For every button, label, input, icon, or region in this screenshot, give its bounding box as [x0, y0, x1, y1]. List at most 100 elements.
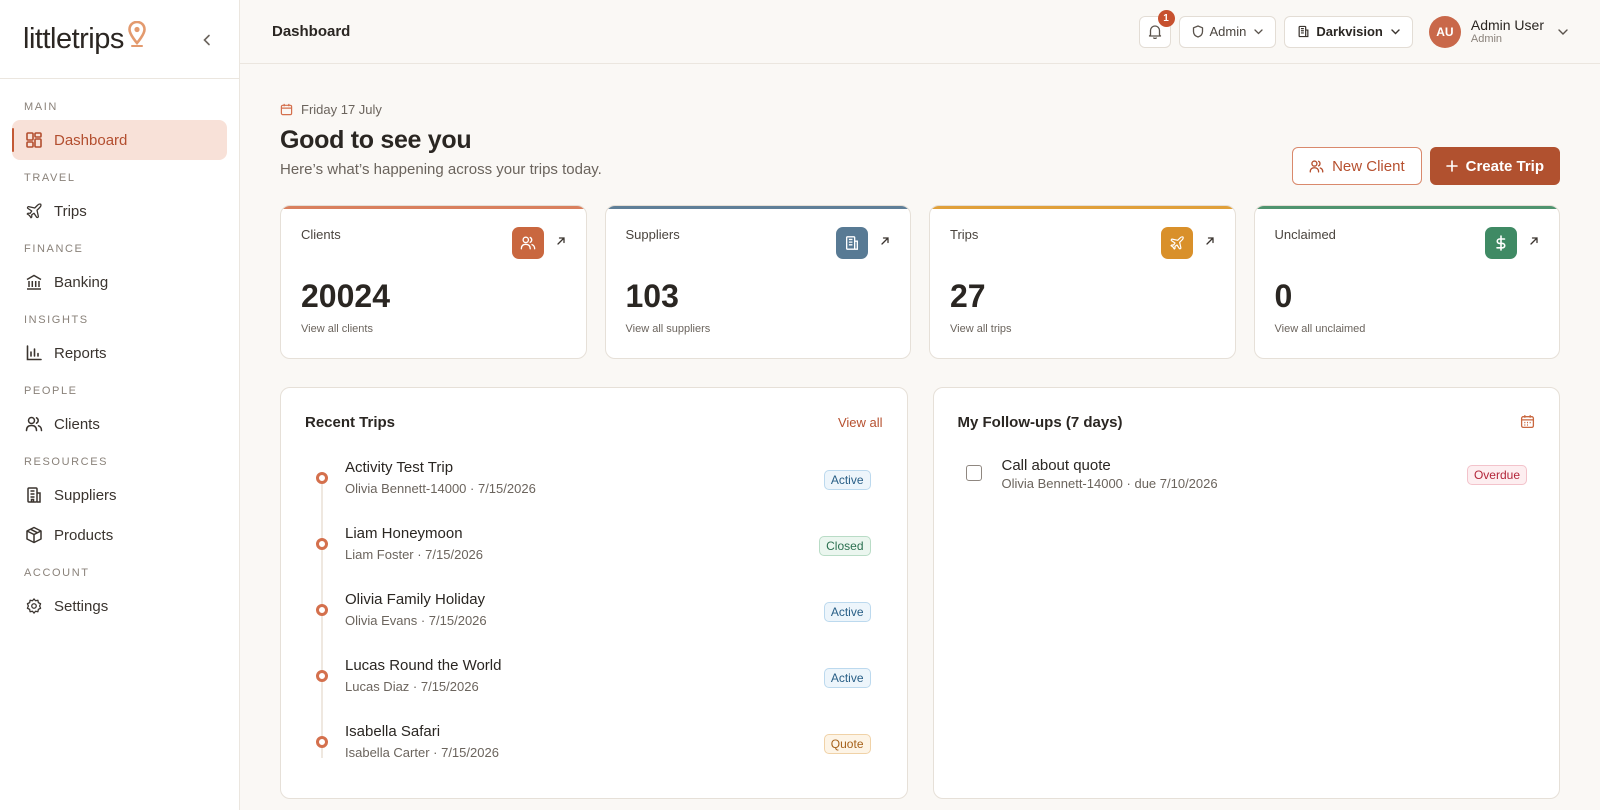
- trip-list-item[interactable]: Lucas Round the World Lucas Diaz · 7/15/…: [305, 656, 871, 722]
- status-badge: Active: [823, 602, 871, 622]
- status-badge: Overdue: [1466, 465, 1527, 485]
- trip-list-item[interactable]: Liam Honeymoon Liam Foster · 7/15/2026 C…: [305, 524, 871, 590]
- sidebar-item-dashboard[interactable]: Dashboard: [12, 120, 227, 160]
- stat-link[interactable]: View all unclaimed: [1274, 323, 1366, 335]
- stat-card-unclaimed[interactable]: Unclaimed 0 View all unclaimed: [1253, 205, 1560, 359]
- bank-icon: [25, 273, 43, 291]
- followup-item[interactable]: Call about quote Olivia Bennett-14000 · …: [965, 457, 1527, 497]
- location-pin-icon: [128, 20, 146, 52]
- sidebar-item-reports[interactable]: Reports: [12, 333, 227, 373]
- user-name: Admin User: [1470, 17, 1544, 34]
- dollar-icon: [1485, 227, 1517, 259]
- stat-link[interactable]: View all trips: [950, 323, 1012, 335]
- sidebar-item-suppliers[interactable]: Suppliers: [12, 475, 227, 515]
- trip-name: Liam Honeymoon: [345, 525, 463, 542]
- plus-icon: [1445, 160, 1458, 172]
- role-selector[interactable]: Admin: [1178, 15, 1277, 48]
- recent-trips-panel: Recent Trips View all Activity Test Trip…: [280, 387, 908, 799]
- trip-timeline: Activity Test Trip Olivia Bennett-14000 …: [305, 458, 871, 788]
- nav-section-label: RESOURCES: [24, 456, 109, 468]
- new-client-button[interactable]: New Client: [1292, 147, 1422, 185]
- nav-section-label: PEOPLE: [24, 385, 78, 397]
- card-accent-line: [281, 206, 586, 209]
- panel-title: Recent Trips: [305, 414, 396, 431]
- date-row: Friday 17 July: [280, 102, 1560, 117]
- chevron-down-icon: [1558, 28, 1568, 35]
- timeline-dot: [316, 604, 328, 616]
- stat-value: 0: [1274, 278, 1293, 314]
- followup-title: Call about quote: [1001, 457, 1111, 474]
- page-actions: New Client Create Trip: [1292, 147, 1560, 185]
- create-trip-button[interactable]: Create Trip: [1429, 147, 1560, 185]
- building-icon: [836, 227, 868, 259]
- stat-link[interactable]: View all clients: [301, 323, 373, 335]
- stat-card-suppliers[interactable]: Suppliers 103 View all suppliers: [604, 205, 911, 359]
- trip-list-item[interactable]: Olivia Family Holiday Olivia Evans · 7/1…: [305, 590, 871, 656]
- stat-label: Clients: [301, 227, 341, 242]
- building-icon: [25, 486, 43, 504]
- sidebar-item-clients[interactable]: Clients: [12, 404, 227, 444]
- organization-selector[interactable]: Darkvision: [1284, 15, 1413, 48]
- gear-icon: [25, 597, 43, 615]
- stat-card-clients[interactable]: Clients 20024 View all clients: [280, 205, 587, 359]
- sidebar-item-products[interactable]: Products: [12, 515, 227, 555]
- collapse-sidebar-button[interactable]: [197, 30, 217, 50]
- nav-section-people: PEOPLE Clients: [0, 385, 239, 444]
- stat-link[interactable]: View all suppliers: [625, 323, 711, 335]
- stat-label: Trips: [950, 227, 979, 242]
- sidebar-item-trips[interactable]: Trips: [12, 191, 227, 231]
- user-menu[interactable]: AU Admin User Admin: [1428, 15, 1568, 48]
- stat-label: Unclaimed: [1274, 227, 1336, 242]
- calendar-icon[interactable]: [1520, 414, 1535, 429]
- greeting-heading: Good to see you: [280, 126, 472, 154]
- new-client-label: New Client: [1332, 157, 1405, 175]
- nav-section-finance: FINANCE Banking: [0, 243, 239, 302]
- nav-section-main: MAIN Dashboard: [0, 101, 239, 160]
- shield-icon: [1192, 25, 1204, 38]
- notifications-button[interactable]: 1: [1138, 9, 1175, 48]
- timeline-dot: [316, 472, 328, 484]
- status-badge: Closed: [819, 536, 871, 556]
- trip-list-item[interactable]: Activity Test Trip Olivia Bennett-14000 …: [305, 458, 871, 524]
- sidebar-item-label: Products: [54, 526, 114, 544]
- arrow-up-right-icon[interactable]: [1205, 236, 1215, 246]
- users-icon: [1309, 159, 1324, 174]
- calendar-icon: [280, 103, 293, 116]
- status-badge: Active: [823, 470, 871, 490]
- trip-name: Isabella Safari: [345, 723, 441, 740]
- timeline-dot: [316, 538, 328, 550]
- page-title: Dashboard: [272, 23, 351, 40]
- nav-section-insights: INSIGHTS Reports: [0, 314, 239, 373]
- status-badge: Quote: [823, 734, 871, 754]
- chevron-left-icon: [203, 34, 210, 46]
- trip-list-item[interactable]: Isabella Safari Isabella Carter · 7/15/2…: [305, 722, 871, 788]
- stat-card-trips[interactable]: Trips 27 View all trips: [929, 205, 1236, 359]
- sidebar-item-settings[interactable]: Settings: [12, 586, 227, 626]
- arrow-up-right-icon[interactable]: [880, 236, 890, 246]
- nav-section-label: INSIGHTS: [24, 314, 89, 326]
- nav-section-label: FINANCE: [24, 243, 84, 255]
- main-content: Friday 17 July Good to see you Here’s wh…: [280, 64, 1560, 799]
- sidebar-nav: MAIN Dashboard TRAVEL Trips FINANCE: [0, 79, 239, 626]
- sidebar-item-banking[interactable]: Banking: [12, 262, 227, 302]
- trip-meta: Olivia Bennett-14000 · 7/15/2026: [345, 481, 536, 496]
- trip-meta: Lucas Diaz · 7/15/2026: [345, 679, 479, 694]
- building-icon: [1297, 25, 1310, 38]
- nav-section-label: ACCOUNT: [24, 567, 90, 579]
- brand-logo-text[interactable]: littletrips: [23, 22, 124, 55]
- sidebar-item-label: Dashboard: [54, 131, 128, 149]
- view-all-trips-link[interactable]: View all: [837, 415, 883, 430]
- timeline-dot: [316, 736, 328, 748]
- card-accent-line: [605, 206, 910, 209]
- role-selector-label: Admin: [1209, 24, 1247, 39]
- arrow-up-right-icon[interactable]: [1529, 236, 1539, 246]
- followup-checkbox[interactable]: [965, 465, 982, 481]
- arrow-up-right-icon[interactable]: [556, 236, 566, 246]
- nav-section-label: TRAVEL: [24, 172, 76, 184]
- users-icon: [511, 227, 544, 259]
- user-role: Admin: [1470, 33, 1503, 46]
- trip-meta: Isabella Carter · 7/15/2026: [345, 745, 499, 760]
- stats-row: Clients 20024 View all clients Suppliers…: [280, 205, 1560, 359]
- nav-section-label: MAIN: [24, 101, 58, 113]
- current-date: Friday 17 July: [301, 102, 382, 117]
